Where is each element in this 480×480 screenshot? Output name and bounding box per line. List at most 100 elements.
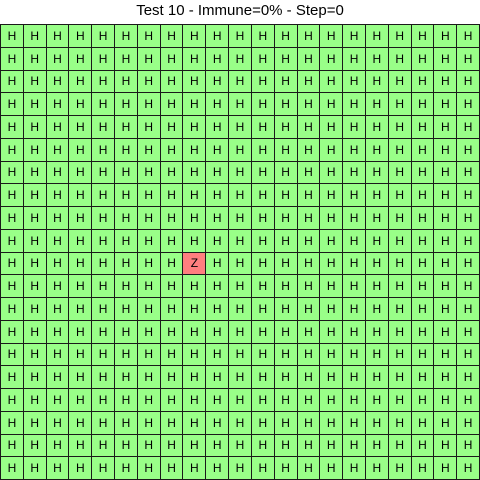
human-cell: H: [229, 344, 252, 367]
human-cell: H: [161, 162, 184, 185]
human-cell: H: [389, 93, 412, 116]
human-cell: H: [320, 366, 343, 389]
human-cell: H: [320, 230, 343, 253]
human-cell: H: [343, 457, 366, 480]
human-cell: H: [343, 71, 366, 94]
human-cell: H: [366, 116, 389, 139]
human-cell: H: [206, 207, 229, 230]
human-cell: H: [366, 366, 389, 389]
human-cell: H: [24, 298, 47, 321]
human-cell: H: [92, 184, 115, 207]
human-cell: H: [389, 412, 412, 435]
human-cell: H: [457, 25, 480, 48]
human-cell: H: [275, 230, 298, 253]
human-cell: H: [457, 230, 480, 253]
human-cell: H: [366, 230, 389, 253]
human-cell: H: [434, 275, 457, 298]
human-cell: H: [1, 184, 24, 207]
human-cell: H: [252, 139, 275, 162]
human-cell: H: [434, 412, 457, 435]
human-cell: H: [275, 207, 298, 230]
human-cell: H: [69, 230, 92, 253]
human-cell: H: [69, 366, 92, 389]
human-cell: H: [434, 162, 457, 185]
human-cell: H: [252, 389, 275, 412]
human-cell: H: [275, 412, 298, 435]
human-cell: H: [366, 344, 389, 367]
human-cell: H: [47, 298, 70, 321]
human-cell: H: [320, 321, 343, 344]
human-cell: H: [343, 48, 366, 71]
human-cell: H: [366, 457, 389, 480]
human-cell: H: [366, 207, 389, 230]
human-cell: H: [1, 412, 24, 435]
human-cell: H: [161, 366, 184, 389]
human-cell: H: [434, 93, 457, 116]
human-cell: H: [366, 253, 389, 276]
human-cell: H: [47, 162, 70, 185]
human-cell: H: [457, 48, 480, 71]
human-cell: H: [366, 298, 389, 321]
human-cell: H: [92, 321, 115, 344]
human-cell: H: [343, 412, 366, 435]
human-cell: H: [229, 457, 252, 480]
human-cell: H: [457, 457, 480, 480]
human-cell: H: [252, 275, 275, 298]
human-cell: H: [92, 275, 115, 298]
human-cell: H: [183, 275, 206, 298]
human-cell: H: [69, 412, 92, 435]
human-cell: H: [183, 207, 206, 230]
human-cell: H: [1, 207, 24, 230]
human-cell: H: [434, 321, 457, 344]
human-cell: H: [92, 116, 115, 139]
human-cell: H: [1, 298, 24, 321]
human-cell: H: [298, 412, 321, 435]
human-cell: H: [24, 389, 47, 412]
human-cell: H: [298, 344, 321, 367]
human-cell: H: [457, 321, 480, 344]
human-cell: H: [412, 321, 435, 344]
human-cell: H: [298, 435, 321, 458]
human-cell: H: [229, 25, 252, 48]
human-cell: H: [24, 139, 47, 162]
human-cell: H: [320, 389, 343, 412]
human-cell: H: [298, 321, 321, 344]
human-cell: H: [389, 253, 412, 276]
human-cell: H: [252, 344, 275, 367]
human-cell: H: [47, 93, 70, 116]
human-cell: H: [434, 435, 457, 458]
human-cell: H: [138, 71, 161, 94]
human-cell: H: [343, 275, 366, 298]
human-cell: H: [183, 230, 206, 253]
human-cell: H: [69, 116, 92, 139]
human-cell: H: [320, 344, 343, 367]
human-cell: H: [275, 116, 298, 139]
human-cell: H: [412, 25, 435, 48]
human-cell: H: [298, 116, 321, 139]
human-cell: H: [434, 298, 457, 321]
human-cell: H: [1, 344, 24, 367]
human-cell: H: [366, 321, 389, 344]
human-cell: H: [389, 457, 412, 480]
human-cell: H: [183, 162, 206, 185]
human-cell: H: [412, 93, 435, 116]
human-cell: H: [252, 412, 275, 435]
human-cell: H: [275, 366, 298, 389]
human-cell: H: [434, 25, 457, 48]
human-cell: H: [252, 230, 275, 253]
human-cell: H: [47, 71, 70, 94]
human-cell: H: [47, 230, 70, 253]
human-cell: H: [69, 93, 92, 116]
human-cell: H: [138, 184, 161, 207]
human-cell: H: [138, 93, 161, 116]
human-cell: H: [92, 162, 115, 185]
human-cell: H: [343, 230, 366, 253]
human-cell: H: [457, 344, 480, 367]
human-cell: H: [434, 230, 457, 253]
human-cell: H: [1, 389, 24, 412]
human-cell: H: [92, 457, 115, 480]
human-cell: H: [275, 298, 298, 321]
human-cell: H: [115, 389, 138, 412]
human-cell: H: [206, 48, 229, 71]
human-cell: H: [434, 116, 457, 139]
